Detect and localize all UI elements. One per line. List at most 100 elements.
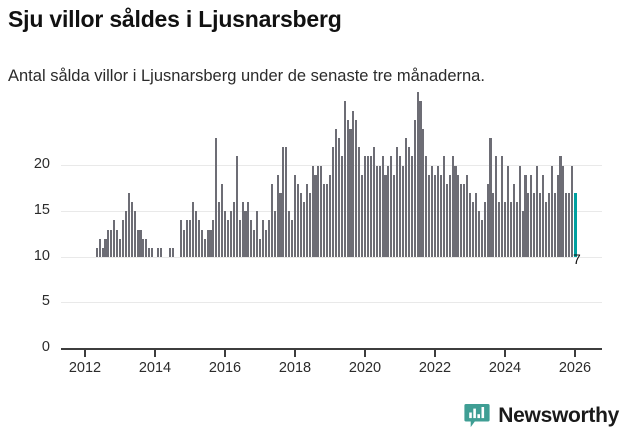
bar[interactable]	[512, 183, 515, 257]
bar[interactable]	[119, 238, 122, 257]
bar[interactable]	[340, 156, 343, 257]
bar[interactable]	[159, 247, 162, 257]
bar[interactable]	[506, 165, 509, 257]
bar[interactable]	[393, 174, 396, 257]
bar[interactable]	[337, 138, 340, 257]
bar[interactable]	[521, 211, 524, 257]
bar[interactable]	[95, 247, 98, 257]
bar[interactable]	[241, 202, 244, 257]
bar[interactable]	[288, 211, 291, 257]
bar[interactable]	[285, 147, 288, 257]
bar[interactable]	[366, 156, 369, 257]
bar[interactable]	[536, 165, 539, 257]
bar[interactable]	[539, 192, 542, 257]
bar[interactable]	[439, 174, 442, 257]
bar[interactable]	[544, 202, 547, 257]
bar[interactable]	[416, 92, 419, 257]
bar[interactable]	[270, 183, 273, 257]
bar[interactable]	[524, 174, 527, 257]
bar[interactable]	[436, 165, 439, 257]
bar[interactable]	[291, 220, 294, 257]
bar[interactable]	[142, 238, 145, 257]
bar[interactable]	[244, 211, 247, 257]
bar[interactable]	[320, 165, 323, 257]
bar[interactable]	[218, 202, 221, 257]
bar[interactable]	[474, 192, 477, 257]
bar[interactable]	[378, 165, 381, 257]
bar[interactable]	[407, 147, 410, 257]
bar[interactable]	[308, 192, 311, 257]
bar[interactable]	[191, 202, 194, 257]
bar[interactable]	[329, 174, 332, 257]
bar[interactable]	[186, 220, 189, 257]
bar[interactable]	[253, 229, 256, 257]
bar[interactable]	[541, 174, 544, 257]
bar[interactable]	[559, 156, 562, 257]
bar[interactable]	[229, 211, 232, 257]
bar[interactable]	[396, 147, 399, 257]
bar[interactable]	[139, 229, 142, 257]
bar[interactable]	[133, 211, 136, 257]
bar[interactable]	[533, 192, 536, 257]
bar[interactable]	[425, 156, 428, 257]
bar[interactable]	[562, 165, 565, 257]
bar[interactable]	[171, 247, 174, 257]
bar[interactable]	[250, 220, 253, 257]
bar[interactable]	[221, 183, 224, 257]
bar[interactable]	[501, 156, 504, 257]
bar[interactable]	[460, 183, 463, 257]
bar-highlighted[interactable]	[574, 192, 577, 257]
bar[interactable]	[471, 202, 474, 257]
bar[interactable]	[247, 202, 250, 257]
bar[interactable]	[381, 156, 384, 257]
bar[interactable]	[294, 174, 297, 257]
bar[interactable]	[145, 238, 148, 257]
bar[interactable]	[477, 211, 480, 257]
bar[interactable]	[104, 238, 107, 257]
bar[interactable]	[323, 183, 326, 257]
bar[interactable]	[130, 202, 133, 257]
bar[interactable]	[527, 192, 530, 257]
bar[interactable]	[451, 156, 454, 257]
bar[interactable]	[515, 202, 518, 257]
bar[interactable]	[565, 192, 568, 257]
bar[interactable]	[276, 174, 279, 257]
bar[interactable]	[352, 110, 355, 257]
bar[interactable]	[224, 211, 227, 257]
bar[interactable]	[116, 229, 119, 257]
bar[interactable]	[547, 192, 550, 257]
bar[interactable]	[399, 156, 402, 257]
bar[interactable]	[98, 238, 101, 257]
bar[interactable]	[364, 156, 367, 257]
bar[interactable]	[151, 247, 154, 257]
bar[interactable]	[518, 165, 521, 257]
bar[interactable]	[410, 156, 413, 257]
bar[interactable]	[390, 156, 393, 257]
bar[interactable]	[422, 128, 425, 257]
bar[interactable]	[238, 220, 241, 257]
bar[interactable]	[358, 147, 361, 257]
bar[interactable]	[480, 220, 483, 257]
bar[interactable]	[372, 147, 375, 257]
bar[interactable]	[314, 174, 317, 257]
bar[interactable]	[492, 192, 495, 257]
bar[interactable]	[495, 156, 498, 257]
bar[interactable]	[127, 192, 130, 257]
bar[interactable]	[226, 220, 229, 257]
bar[interactable]	[428, 174, 431, 257]
bar[interactable]	[349, 128, 352, 257]
bar[interactable]	[183, 229, 186, 257]
bar[interactable]	[261, 220, 264, 257]
bar[interactable]	[442, 156, 445, 257]
bar[interactable]	[404, 138, 407, 257]
bar[interactable]	[121, 220, 124, 257]
bar[interactable]	[448, 174, 451, 257]
bar[interactable]	[317, 165, 320, 257]
bar[interactable]	[200, 229, 203, 257]
bar[interactable]	[387, 165, 390, 257]
bar[interactable]	[107, 229, 110, 257]
bar[interactable]	[361, 174, 364, 257]
bar[interactable]	[235, 156, 238, 257]
bar[interactable]	[305, 183, 308, 257]
bar[interactable]	[509, 202, 512, 257]
